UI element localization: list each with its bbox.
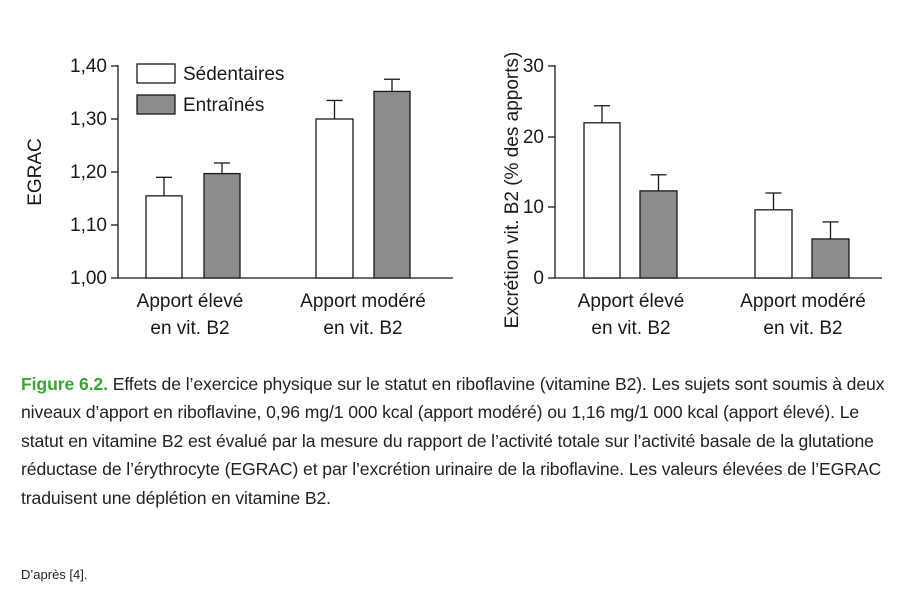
figure-caption: Figure 6.2. Effets de l’exercice physiqu… bbox=[21, 370, 891, 512]
x-category-label: en vit. B2 bbox=[323, 318, 402, 339]
y-tick-label: 1,30 bbox=[70, 109, 107, 130]
figure-charts: 1,00 1,10 1,20 1,30 1,40 EGRAC Apport élevé en … bbox=[25, 52, 882, 339]
bar-sedentaires bbox=[145, 195, 183, 279]
y-tick-label: 10 bbox=[523, 197, 544, 218]
bar-sedentaires bbox=[583, 122, 621, 279]
caption-text: Effets de l’exercice physique sur le sta… bbox=[21, 374, 885, 508]
y-tick-label: 1,00 bbox=[70, 268, 107, 289]
x-category-label: Apport élevé bbox=[578, 291, 685, 312]
figure-label: Figure 6.2. bbox=[21, 374, 108, 394]
x-category-label: en vit. B2 bbox=[763, 318, 842, 339]
x-category-label: Apport élevé bbox=[137, 291, 244, 312]
bar-sedentaires bbox=[754, 209, 793, 279]
figure-source: D’après [4]. bbox=[21, 567, 88, 582]
x-category-label: en vit. B2 bbox=[150, 318, 229, 339]
legend-label: Sédentaires bbox=[183, 64, 284, 85]
y-axis-label: Excrétion vit. B2 (% des apports) bbox=[502, 52, 523, 329]
bar-entraines bbox=[639, 190, 678, 279]
bar-sedentaires bbox=[315, 118, 354, 279]
y-tick-label: 1,40 bbox=[70, 56, 107, 77]
x-category-label: en vit. B2 bbox=[591, 318, 670, 339]
legend-label: Entraînés bbox=[183, 95, 264, 116]
y-tick-label: 1,10 bbox=[70, 215, 107, 236]
y-axis-label: EGRAC bbox=[25, 138, 46, 206]
legend-swatch bbox=[136, 63, 176, 84]
chart-egrac: 1,00 1,10 1,20 1,30 1,40 EGRAC Apport élevé en … bbox=[25, 56, 453, 339]
x-category-label: Apport modéré bbox=[300, 291, 426, 312]
y-tick-label: 20 bbox=[523, 127, 544, 148]
y-tick-label: 0 bbox=[533, 268, 544, 289]
legend-swatch bbox=[136, 94, 176, 115]
y-tick-label: 30 bbox=[523, 56, 544, 77]
y-tick-label: 1,20 bbox=[70, 162, 107, 183]
bar-entraines bbox=[811, 238, 850, 279]
bar-entraines bbox=[203, 172, 241, 279]
bar-entraines bbox=[373, 90, 411, 279]
x-category-label: Apport modéré bbox=[740, 291, 866, 312]
